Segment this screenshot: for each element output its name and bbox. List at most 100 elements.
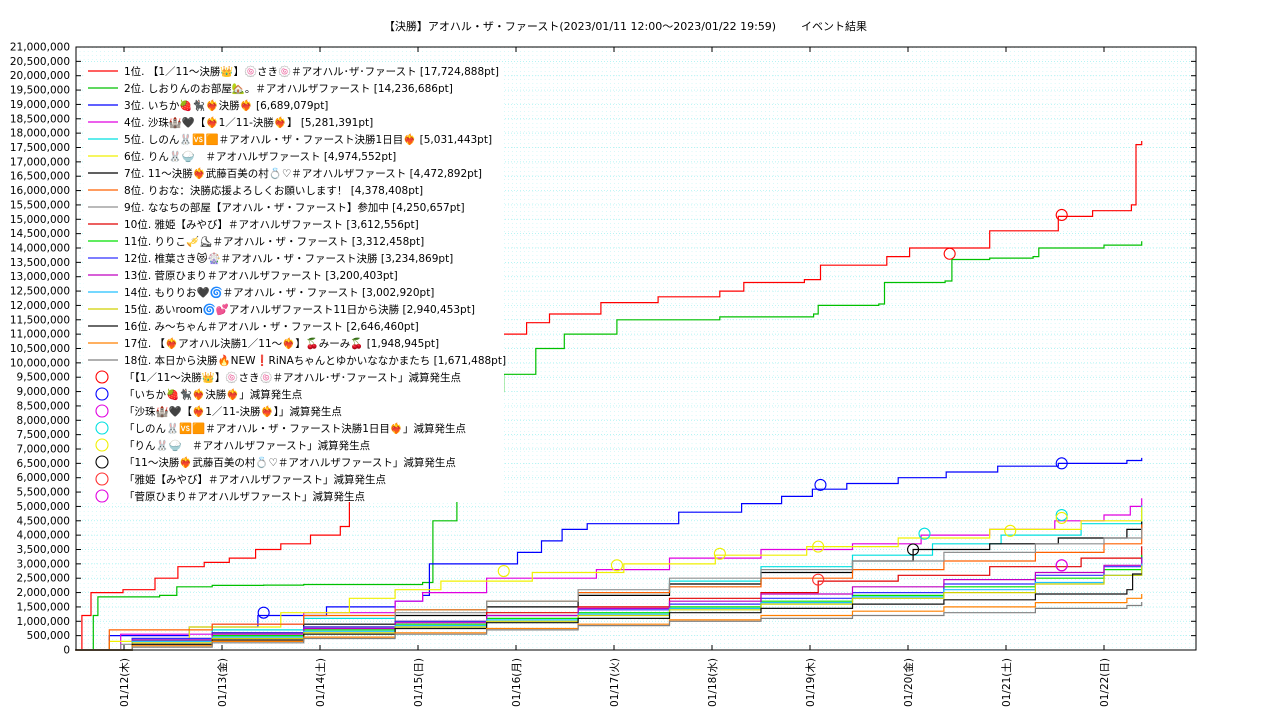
series-layer [75, 141, 1143, 651]
chart-title: 【決勝】アオハル・ザ・ファースト(2023/01/11 12:00〜2023/0… [384, 19, 776, 33]
legend-label: 11位. りりこ🎺⛸＃アオハル・ザ・ファースト [3,312,458pt] [124, 235, 424, 248]
y-tick-label: 19,500,000 [10, 85, 70, 97]
y-tick-label: 17,500,000 [10, 142, 70, 154]
x-tick-label: 01/14(土) [314, 658, 327, 707]
y-tick-label: 5,500,000 [17, 487, 70, 499]
legend-marker-icon [95, 421, 109, 435]
decrement-marker [918, 527, 931, 540]
y-tick-label: 3,500,000 [17, 544, 70, 556]
legend-marker-label: 「菅原ひまり＃アオハルザファースト」減算発生点 [124, 490, 365, 503]
y-tick-label: 16,500,000 [10, 171, 70, 183]
series-line-8 [75, 524, 1143, 651]
y-tick-label: 2,000,000 [17, 587, 70, 599]
series-line-6 [75, 507, 1143, 651]
x-tick-label: 01/15(日) [413, 658, 425, 707]
y-tick-label: 14,000,000 [10, 243, 70, 255]
x-tick-label: 01/17(火) [609, 658, 621, 707]
y-tick-label: 4,000,000 [17, 530, 70, 542]
y-tick-label: 11,000,000 [10, 329, 70, 341]
decrement-marker [257, 606, 270, 619]
legend-marker-icon [95, 472, 109, 486]
legend-marker-label: 「雅姫【みやび】＃アオハルザファースト」減算発生点 [124, 473, 386, 486]
decrement-marker [1055, 508, 1068, 522]
x-tick-label: 01/18(水) [707, 658, 719, 707]
legend-background [84, 62, 504, 502]
y-tick-label: 19,000,000 [10, 99, 70, 111]
y-tick-label: 0 [63, 645, 70, 657]
y-tick-label: 16,000,000 [10, 185, 70, 197]
legend-label: 4位. 沙珠🏰🖤【❤️‍🔥1／11-決勝❤️‍🔥】 [5,281,391pt] [124, 116, 373, 129]
y-tick-label: 15,500,000 [10, 199, 70, 211]
legend-label: 2位. しおりんのお部屋🏡。＃アオハルザファースト [14,236,686pt] [124, 82, 453, 95]
decrement-marker [610, 559, 623, 572]
y-tick-label: 8,000,000 [17, 415, 70, 427]
y-tick-label: 8,500,000 [17, 400, 70, 412]
legend: 1位. 【1／11〜決勝👑】🍥さき🍥＃アオハル･ザ･ファースト [17,724,… [84, 62, 506, 503]
legend-label: 9位. ななちの部屋【アオハル・ザ・ファースト】参加中 [4,250,657pt… [124, 201, 465, 214]
x-tick-label: 01/12(木) [119, 658, 131, 707]
y-tick-label: 1,000,000 [17, 616, 70, 628]
y-tick-label: 3,000,000 [17, 558, 70, 570]
y-tick-label: 1,500,000 [17, 601, 70, 613]
decrement-marker [1004, 524, 1017, 537]
legend-marker-icon [95, 438, 109, 452]
y-tick-label: 21,000,000 [10, 42, 70, 54]
legend-marker-icon [95, 370, 109, 384]
decrement-marker [497, 564, 510, 578]
x-axis: 01/12(木) 01/13(金) 01/14(土) 01/15(日) 01/16(月)… [119, 47, 1111, 707]
legend-marker-label: 「りん🐰🍚 ＃アオハルザファースト」減算発生点 [124, 439, 370, 452]
decrement-marker [1055, 511, 1068, 524]
legend-marker-icon [95, 404, 109, 418]
legend-label: 3位. いちか🍓🐈‍⬛❤️‍🔥決勝❤️‍🔥 [6,689,079pt] [124, 99, 328, 112]
y-tick-label: 9,500,000 [17, 372, 70, 384]
series-line-18 [75, 602, 1143, 651]
y-tick-label: 17,000,000 [10, 156, 70, 168]
x-tick-label: 01/19(木) [805, 658, 817, 707]
legend-marker-icon [95, 489, 109, 503]
y-tick-label: 9,000,000 [17, 386, 70, 398]
chart-subtitle: イベント結果 [801, 19, 867, 33]
y-tick-label: 7,500,000 [17, 429, 70, 441]
y-tick-label: 13,500,000 [10, 257, 70, 269]
legend-label: 16位. み〜ちゃん＃アオハル・ザ・ファースト [2,646,460pt] [124, 320, 419, 333]
y-axis: 0 500,000 1,000,000 1,500,000 2,000,000 2,500… [10, 42, 1196, 657]
legend-label: 12位. 椎葉さき😻🎡＃アオハル・ザ・ファースト決勝 [3,234,869pt] [124, 252, 453, 265]
y-tick-label: 7,000,000 [17, 444, 70, 456]
legend-marker-label: 「【1／11〜決勝👑】🍥さき🍥＃アオハル･ザ･ファースト」減算発生点 [124, 371, 461, 384]
y-tick-label: 20,000,000 [10, 70, 70, 82]
x-tick-label: 01/16(月) [511, 658, 523, 707]
legend-marker-label: 「11〜決勝❤️‍🔥武藤百美の村💍♡＃アオハルザファースト」減算発生点 [124, 456, 456, 469]
legend-label: 7位. 11〜決勝❤️‍🔥武藤百美の村💍♡＃アオハルザファースト [4,472,… [124, 167, 482, 180]
marker-layer [257, 208, 1068, 619]
legend-marker-icon [95, 455, 109, 469]
legend-label: 5位. しのん🐰🆚🟧＃アオハル・ザ・ファースト決勝1日目❤️‍🔥 [5,031,… [124, 133, 492, 146]
y-tick-label: 2,500,000 [17, 573, 70, 585]
y-tick-label: 5,000,000 [17, 501, 70, 513]
legend-label: 17位. 【❤️‍🔥アオハル決勝1／11〜❤️‍🔥】🍒みーみ🍒 [1,948,9… [124, 337, 439, 350]
decrement-marker [907, 543, 920, 556]
y-tick-label: 10,000,000 [10, 357, 70, 369]
legend-label: 1位. 【1／11〜決勝👑】🍥さき🍥＃アオハル･ザ･ファースト [17,724,… [124, 65, 499, 78]
x-tick-label: 01/21(土) [1000, 658, 1013, 707]
decrement-marker [812, 573, 825, 586]
x-tick-label: 01/20(金) [902, 658, 915, 707]
decrement-marker [814, 478, 827, 491]
y-tick-label: 13,000,000 [10, 271, 70, 283]
legend-marker-label: 「沙珠🏰🖤【❤️‍🔥1／11-決勝❤️‍🔥】」減算発生点 [124, 405, 342, 418]
y-tick-label: 20,500,000 [10, 56, 70, 68]
y-tick-label: 15,000,000 [10, 214, 70, 226]
y-tick-label: 18,000,000 [10, 128, 70, 140]
legend-label: 6位. りん🐰🍚 ＃アオハルザファースト [4,974,552pt] [124, 150, 396, 163]
y-tick-label: 11,500,000 [10, 314, 70, 326]
y-tick-label: 12,000,000 [10, 300, 70, 312]
decrement-marker [812, 540, 825, 553]
x-tick-label: 01/13(金) [216, 658, 229, 707]
legend-label: 18位. 本日から決勝🔥NEW❗RiNAちゃんとゆかいななかまたち [1,671… [124, 354, 506, 367]
legend-label: 13位. 菅原ひまり＃アオハルザファースト [3,200,403pt] [124, 269, 398, 282]
legend-marker-icon [95, 387, 109, 401]
decrement-marker [1055, 208, 1068, 222]
decrement-marker [943, 247, 956, 260]
legend-label: 15位. あいroom🌀💕アオハルザファースト11日から決勝 [2,940,45… [124, 303, 475, 316]
decrement-marker [1055, 457, 1068, 470]
